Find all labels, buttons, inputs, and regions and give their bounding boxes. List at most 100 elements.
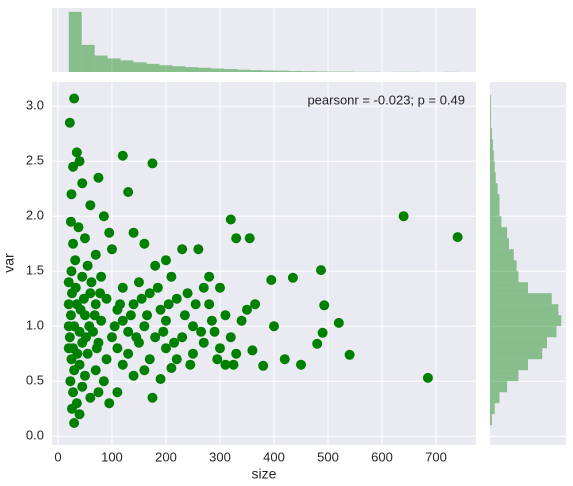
histogram-bar — [490, 106, 491, 118]
histogram-bar — [490, 403, 495, 415]
point — [139, 238, 150, 249]
point — [147, 158, 158, 169]
histogram-bar — [490, 183, 498, 195]
point — [75, 304, 86, 315]
point — [225, 332, 236, 343]
point — [95, 288, 106, 299]
point — [452, 232, 463, 243]
y-tick-label: 0.0 — [26, 428, 44, 443]
histogram-bar — [490, 117, 491, 129]
histogram-bar — [289, 71, 303, 72]
point — [139, 321, 150, 332]
y-tick-label: 2.5 — [26, 153, 44, 168]
point — [123, 187, 134, 197]
point — [152, 282, 163, 293]
histogram-bar — [185, 67, 199, 72]
point — [79, 370, 90, 381]
point — [190, 299, 201, 310]
point — [93, 172, 104, 183]
point — [244, 233, 255, 244]
point — [295, 359, 306, 370]
point — [78, 293, 89, 304]
y-tick-label: 2.0 — [26, 208, 44, 223]
point — [241, 304, 252, 315]
point — [115, 299, 126, 310]
histogram-bar — [490, 282, 528, 294]
point — [160, 343, 171, 354]
x-tick-label: 200 — [155, 449, 177, 464]
point — [81, 332, 92, 343]
point — [179, 310, 190, 321]
point — [198, 337, 209, 348]
point — [287, 272, 298, 283]
histogram-bar — [263, 70, 277, 72]
point — [228, 359, 239, 370]
histogram-bar — [250, 70, 264, 72]
point — [220, 310, 231, 321]
x-tick-label: 700 — [425, 449, 447, 464]
point — [268, 321, 279, 332]
histogram-bar — [159, 65, 173, 72]
point — [136, 293, 147, 304]
point — [171, 354, 182, 365]
point — [98, 211, 109, 222]
point — [106, 332, 117, 343]
point — [139, 365, 150, 376]
histogram-bar — [490, 293, 552, 305]
point — [185, 359, 196, 370]
point — [68, 161, 79, 172]
point — [117, 359, 128, 370]
point — [69, 418, 80, 428]
point — [123, 348, 134, 359]
point — [66, 266, 77, 277]
y-tick-label: 1.0 — [26, 318, 44, 333]
point — [187, 321, 198, 332]
x-tick-label: 600 — [371, 449, 393, 464]
y-tick-label: 0.5 — [26, 373, 44, 388]
point — [147, 392, 158, 403]
point — [312, 338, 323, 349]
point — [112, 343, 123, 354]
point — [160, 315, 171, 326]
point — [65, 376, 76, 387]
point — [90, 299, 101, 310]
histogram-bar — [490, 95, 491, 107]
point — [68, 238, 79, 249]
histogram-bar — [315, 71, 329, 72]
point — [112, 387, 123, 398]
point — [70, 282, 81, 293]
y-tick-label: 1.5 — [26, 263, 44, 278]
point — [142, 310, 153, 321]
histogram-bar — [172, 66, 186, 72]
point — [66, 403, 77, 414]
point — [66, 189, 77, 200]
histogram-bar — [490, 139, 493, 151]
point — [85, 200, 96, 211]
point — [63, 343, 74, 354]
point — [86, 277, 97, 288]
point — [77, 178, 88, 189]
point — [163, 299, 174, 310]
point — [204, 271, 215, 282]
point — [204, 299, 215, 310]
point — [91, 343, 102, 354]
point — [84, 321, 95, 332]
histogram-bar — [211, 68, 225, 72]
point — [128, 227, 139, 238]
point — [225, 214, 236, 225]
point — [104, 227, 115, 238]
main-axes — [52, 82, 476, 445]
histogram-bar — [224, 69, 238, 72]
histogram-bar — [490, 370, 519, 382]
histogram-bar — [237, 69, 251, 72]
histogram-bar — [68, 11, 82, 72]
histogram-bar — [490, 392, 500, 404]
point — [96, 271, 107, 282]
point — [214, 343, 225, 354]
point — [73, 222, 84, 233]
histogram-bar — [490, 194, 500, 206]
histogram-bar — [81, 44, 95, 72]
histogram-bar — [490, 150, 494, 162]
point — [98, 376, 109, 387]
